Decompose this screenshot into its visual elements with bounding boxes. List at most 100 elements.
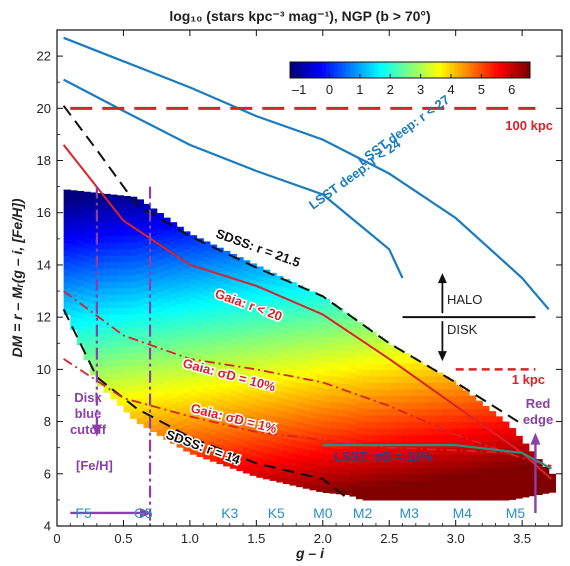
heat-cell [116, 248, 125, 256]
heat-cell [169, 325, 178, 333]
heat-cell [276, 423, 284, 431]
heat-cell [203, 426, 211, 434]
heat-cell [169, 397, 178, 405]
colorbar-segment [290, 62, 295, 78]
heat-cell [209, 311, 218, 319]
colorbar-tick-label: 3 [417, 82, 424, 97]
heat-cell [183, 313, 191, 322]
heat-cell [103, 313, 111, 322]
heat-cell [548, 485, 556, 493]
heat-cell [96, 353, 105, 361]
heat-cell [203, 262, 211, 271]
heat-cell [163, 373, 171, 382]
heat-cell [203, 243, 211, 251]
heat-cell [269, 304, 277, 312]
heat-cell [143, 309, 151, 318]
heat-cell [322, 407, 331, 415]
heat-cell [216, 365, 224, 373]
heat-cell [475, 486, 483, 494]
heat-cell [216, 398, 224, 406]
heat-cell [482, 454, 490, 462]
heat-cell [150, 274, 158, 282]
y-tick-label: 10 [37, 362, 51, 377]
heat-cell [262, 413, 271, 421]
heat-cell [176, 238, 184, 246]
heat-cell [130, 248, 138, 256]
heat-cell [196, 254, 204, 262]
heat-cell [296, 290, 304, 298]
heat-cell [502, 467, 510, 475]
heat-cell [150, 229, 158, 237]
heat-cell [243, 283, 251, 291]
heat-cell [236, 261, 244, 269]
heat-cell [183, 274, 191, 282]
label-disk-cutoff-2: blue [75, 406, 102, 421]
heat-cell [435, 447, 443, 455]
heat-cell [249, 299, 257, 307]
heat-cell [402, 362, 410, 370]
heat-cell [402, 467, 410, 475]
heat-cell [336, 487, 344, 495]
heat-cell [143, 368, 151, 376]
heat-cell [488, 411, 497, 416]
heat-cell [229, 442, 237, 450]
heat-cell [336, 350, 344, 358]
heat-cell [276, 449, 284, 457]
heat-cell [223, 263, 231, 271]
colorbar-tick-label: 1 [356, 82, 363, 97]
heat-cell [150, 424, 158, 432]
heat-cell [256, 431, 264, 439]
heat-cell [203, 328, 211, 336]
heat-cell [156, 246, 164, 254]
heat-cell [216, 319, 224, 328]
heat-cell [203, 321, 211, 329]
heat-cell [130, 287, 138, 295]
heat-cell [442, 428, 450, 436]
heat-cell [70, 290, 78, 298]
heat-cell [183, 424, 191, 432]
heat-cell [96, 300, 105, 308]
heat-cell [103, 274, 111, 282]
heat-cell [369, 473, 377, 481]
x-tick-label: 3.0 [447, 531, 465, 546]
heat-cell [415, 395, 424, 403]
heat-cell [236, 287, 244, 295]
heat-cell [150, 287, 158, 295]
heat-cell [269, 473, 277, 481]
heat-cell [336, 461, 344, 469]
heat-cell [176, 375, 184, 383]
heat-cell [262, 374, 271, 382]
heat-cell [515, 485, 523, 493]
heat-cell [276, 286, 284, 294]
heat-cell [183, 346, 191, 354]
heat-cell [183, 418, 191, 426]
heat-cell [528, 489, 537, 497]
colorbar-segment [338, 62, 343, 78]
heat-cell [176, 401, 184, 409]
heat-cell [515, 435, 523, 440]
heat-cell [336, 363, 344, 371]
heat-cell [309, 293, 317, 302]
heat-cell [296, 414, 304, 422]
heat-cell [302, 351, 311, 359]
heat-cell [70, 218, 78, 226]
heat-cell [375, 356, 384, 364]
heat-cell [302, 338, 311, 346]
heat-cell [429, 382, 437, 390]
heat-cell [70, 198, 78, 207]
heat-cell [143, 388, 151, 396]
heat-cell [349, 482, 357, 491]
heat-cell [96, 287, 105, 295]
heat-cell [356, 355, 364, 363]
heat-cell [296, 303, 304, 311]
heat-cell [156, 298, 164, 306]
heat-cell [276, 364, 284, 372]
heat-cell [70, 192, 78, 200]
heat-cell [143, 394, 151, 402]
heat-cell [130, 411, 138, 419]
heat-cell [209, 245, 218, 253]
heat-cell [176, 264, 184, 272]
heat-cell [163, 334, 171, 342]
heat-cell [96, 209, 105, 217]
heat-cell [183, 366, 191, 374]
